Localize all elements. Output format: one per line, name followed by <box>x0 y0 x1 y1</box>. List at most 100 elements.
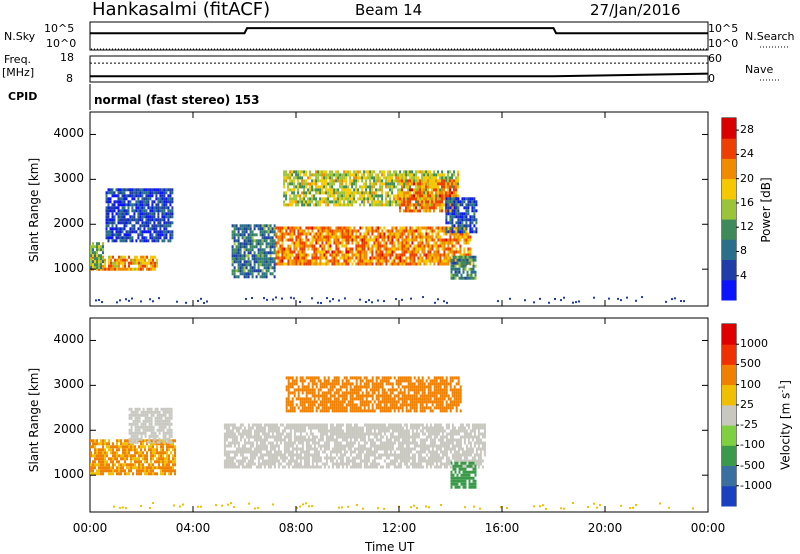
power-cell <box>253 233 256 237</box>
velocity-cell <box>102 463 104 467</box>
power-cell <box>389 256 392 260</box>
power-cell <box>273 242 276 246</box>
power-cell <box>273 257 276 261</box>
power-cell <box>459 244 462 248</box>
power-cell <box>159 191 162 195</box>
velocity-cell <box>168 407 171 411</box>
power-cell <box>405 185 407 189</box>
power-cell <box>443 197 445 201</box>
power-cell <box>315 247 318 251</box>
power-cell <box>463 250 466 254</box>
power-cell <box>381 253 384 257</box>
velocity-cell <box>259 465 262 469</box>
power-cell <box>411 247 414 251</box>
power-cell <box>98 245 100 249</box>
power-cell <box>429 191 431 195</box>
power-cell <box>419 194 421 198</box>
velocity-cell <box>367 456 370 460</box>
velocity-cell <box>166 466 168 470</box>
power-cell <box>269 254 272 258</box>
power-cell <box>265 230 268 234</box>
velocity-cell <box>170 472 172 476</box>
power-cell <box>449 250 452 254</box>
power-cell <box>381 229 384 233</box>
power-cell <box>329 241 332 245</box>
power-cell <box>351 250 354 254</box>
power-cell <box>325 185 328 189</box>
velocity-cell <box>339 423 342 427</box>
velocity-cell <box>104 451 106 455</box>
power-cell <box>249 245 252 249</box>
velocity-cell <box>126 457 128 461</box>
power-cell <box>385 176 388 180</box>
power-cell <box>307 182 310 186</box>
power-ground-scatter <box>422 296 424 299</box>
power-cell <box>303 203 306 207</box>
velocity-cell <box>355 426 358 430</box>
velocity-cell <box>118 439 120 443</box>
power-cell <box>235 224 238 228</box>
power-cell <box>411 197 413 201</box>
power-cell <box>247 242 250 246</box>
velocity-cell <box>351 441 354 445</box>
power-cell <box>287 173 290 177</box>
power-cell <box>111 194 114 198</box>
velocity-cell <box>94 454 96 458</box>
power-cell <box>293 241 296 245</box>
power-cell <box>131 218 134 222</box>
power-cell <box>112 261 114 265</box>
power-cell <box>245 275 248 279</box>
power-cell <box>407 191 409 195</box>
power-cell <box>251 272 254 276</box>
power-cell <box>299 194 302 198</box>
power-cell <box>305 179 308 183</box>
power-cell <box>381 194 384 198</box>
velocity-cell <box>285 462 288 466</box>
power-cell <box>305 232 308 236</box>
power-cell <box>413 259 416 263</box>
power-cell <box>373 185 376 189</box>
velocity-cell <box>327 465 330 469</box>
power-cell <box>323 179 326 183</box>
power-cell <box>111 236 114 240</box>
power-cell <box>371 176 374 180</box>
velocity-cell <box>311 432 314 436</box>
power-cell <box>403 176 406 180</box>
power-ground-scatter <box>365 300 367 303</box>
velocity-cell <box>353 447 356 451</box>
power-cell <box>363 173 366 177</box>
power-cell <box>283 173 286 177</box>
velocity-cell <box>98 451 100 455</box>
power-cell <box>379 241 382 245</box>
velocity-cell <box>283 426 286 430</box>
power-cell <box>263 263 266 267</box>
power-cell <box>117 215 120 219</box>
power-cell <box>411 238 414 242</box>
power-cell <box>335 197 338 201</box>
power-cell <box>391 173 394 177</box>
power-cell <box>353 188 356 192</box>
power-cell <box>335 256 338 260</box>
velocity-cell <box>335 465 338 469</box>
velocity-cell <box>263 444 266 448</box>
velocity-cell <box>359 438 362 442</box>
power-ground-scatter <box>395 298 397 301</box>
velocity-cell <box>136 448 138 452</box>
power-cell <box>381 235 384 239</box>
power-cell <box>451 232 454 236</box>
velocity-cell <box>345 438 348 442</box>
velocity-cell <box>297 423 300 427</box>
power-cell <box>317 247 320 251</box>
velocity-cell <box>285 426 288 430</box>
power-cell <box>437 185 439 189</box>
velocity-cell <box>333 429 336 433</box>
power-cell <box>119 233 122 237</box>
power-cell <box>100 254 102 258</box>
power-cell <box>449 191 451 195</box>
power-cell <box>233 239 236 243</box>
power-cell <box>233 227 236 231</box>
power-cell <box>465 238 468 242</box>
velocity-cell <box>136 457 138 461</box>
power-cell <box>155 236 158 240</box>
velocity-cell <box>92 439 94 443</box>
